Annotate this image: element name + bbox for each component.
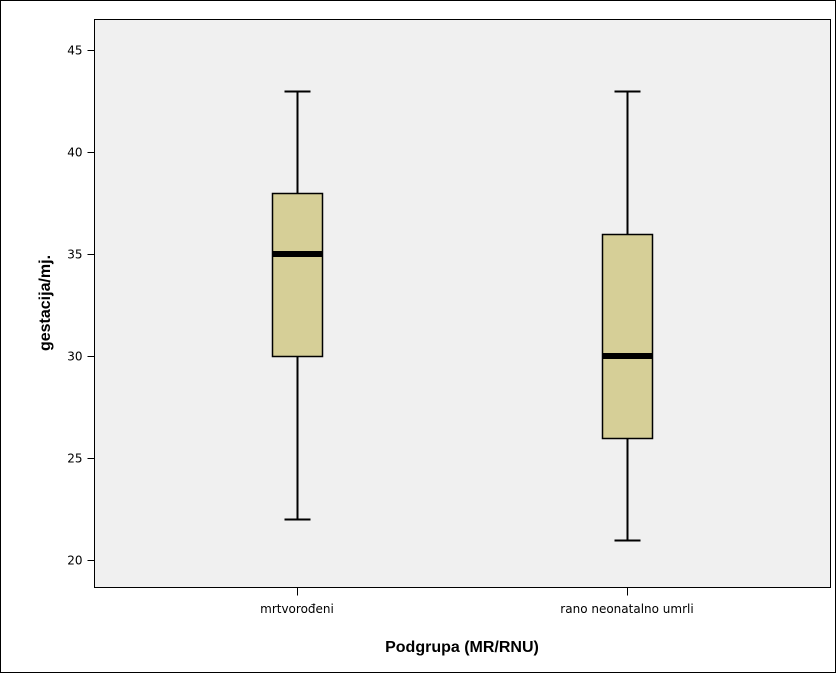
box-group-2	[601, 90, 654, 542]
y-tick-label-30: 30	[67, 350, 82, 364]
y-tick-label-35: 35	[67, 248, 82, 262]
box-1	[271, 192, 324, 358]
y-axis-title: gestacija/mj.	[37, 255, 54, 351]
x-tick-label-1: mrtvorođeni	[260, 602, 334, 616]
x-axis: mrtvorođeni rano neonatalno umrli	[260, 587, 694, 616]
boxes-layer	[271, 90, 654, 542]
box-2	[601, 233, 654, 440]
x-axis-title: Podgrupa (MR/RNU)	[385, 639, 539, 656]
y-tick-label-20: 20	[67, 554, 82, 568]
y-axis: 20 25 30 35 40 45	[67, 44, 95, 568]
box-group-1	[271, 90, 324, 521]
x-tick-label-2: rano neonatalno umrli	[560, 602, 693, 616]
y-tick-label-40: 40	[67, 146, 82, 160]
plot-area	[94, 19, 831, 588]
y-tick-label-25: 25	[67, 452, 82, 466]
y-tick-label-45: 45	[67, 44, 82, 58]
